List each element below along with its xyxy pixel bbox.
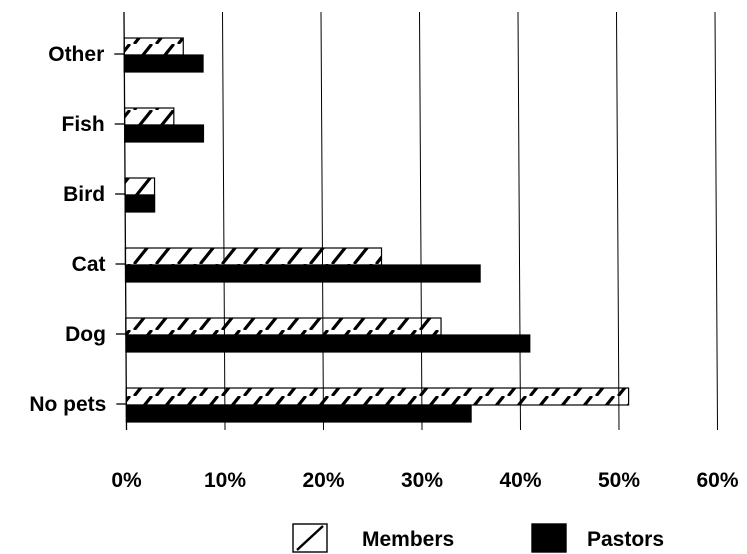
bar-pastors-cat	[124, 264, 481, 283]
category-label-fish: Fish	[62, 113, 105, 136]
gridline-3	[419, 11, 423, 431]
gridline-2	[320, 11, 325, 431]
legend-label-pastors: Pastors	[587, 528, 664, 551]
bar-pastors-fish	[124, 124, 205, 143]
bar-pastors-other	[123, 54, 204, 73]
bar-members-bird	[124, 177, 156, 196]
bar-members-dog	[125, 317, 442, 336]
bar-pastors-bird	[124, 194, 156, 213]
x-tick-label: 40%	[499, 469, 541, 492]
bars	[123, 37, 630, 423]
gridline-5	[616, 11, 620, 431]
x-tick-label: 0%	[111, 469, 142, 492]
legend-item-pastors: Pastors	[531, 523, 664, 553]
category-label-no-pets: No pets	[29, 393, 106, 416]
bar-members-no-pets	[125, 387, 630, 406]
x-tick-label: 20%	[302, 469, 344, 492]
axes	[114, 11, 128, 431]
legend-swatch-pastors	[531, 523, 567, 553]
gridline-4	[517, 11, 522, 431]
legend-label-members: Members	[362, 528, 454, 551]
category-label-bird: Bird	[63, 183, 105, 206]
y-axis-line	[123, 11, 128, 431]
gridline-1	[222, 11, 226, 431]
x-tick-label: 10%	[204, 469, 246, 492]
x-tick-label: 60%	[696, 469, 738, 492]
grid-lines	[222, 11, 719, 431]
bar-members-other	[123, 37, 184, 56]
labels: Other Fish Bird Cat Dog No pets 0% 10% 20% 30% 40%…	[29, 43, 739, 492]
bar-members-cat	[124, 247, 383, 266]
category-label-dog: Dog	[65, 323, 106, 346]
legend-hatch-mark	[296, 525, 324, 551]
legend: Members Pastors	[292, 523, 664, 553]
gridline-6	[714, 11, 719, 431]
category-label-cat: Cat	[72, 253, 106, 276]
x-tick-label: 50%	[598, 469, 640, 492]
bar-pastors-dog	[125, 334, 531, 353]
x-tick-label: 30%	[401, 469, 443, 492]
bar-members-fish	[123, 107, 175, 126]
category-label-other: Other	[48, 43, 104, 66]
bar-pastors-no-pets	[125, 404, 472, 423]
legend-item-members: Members	[292, 523, 454, 553]
